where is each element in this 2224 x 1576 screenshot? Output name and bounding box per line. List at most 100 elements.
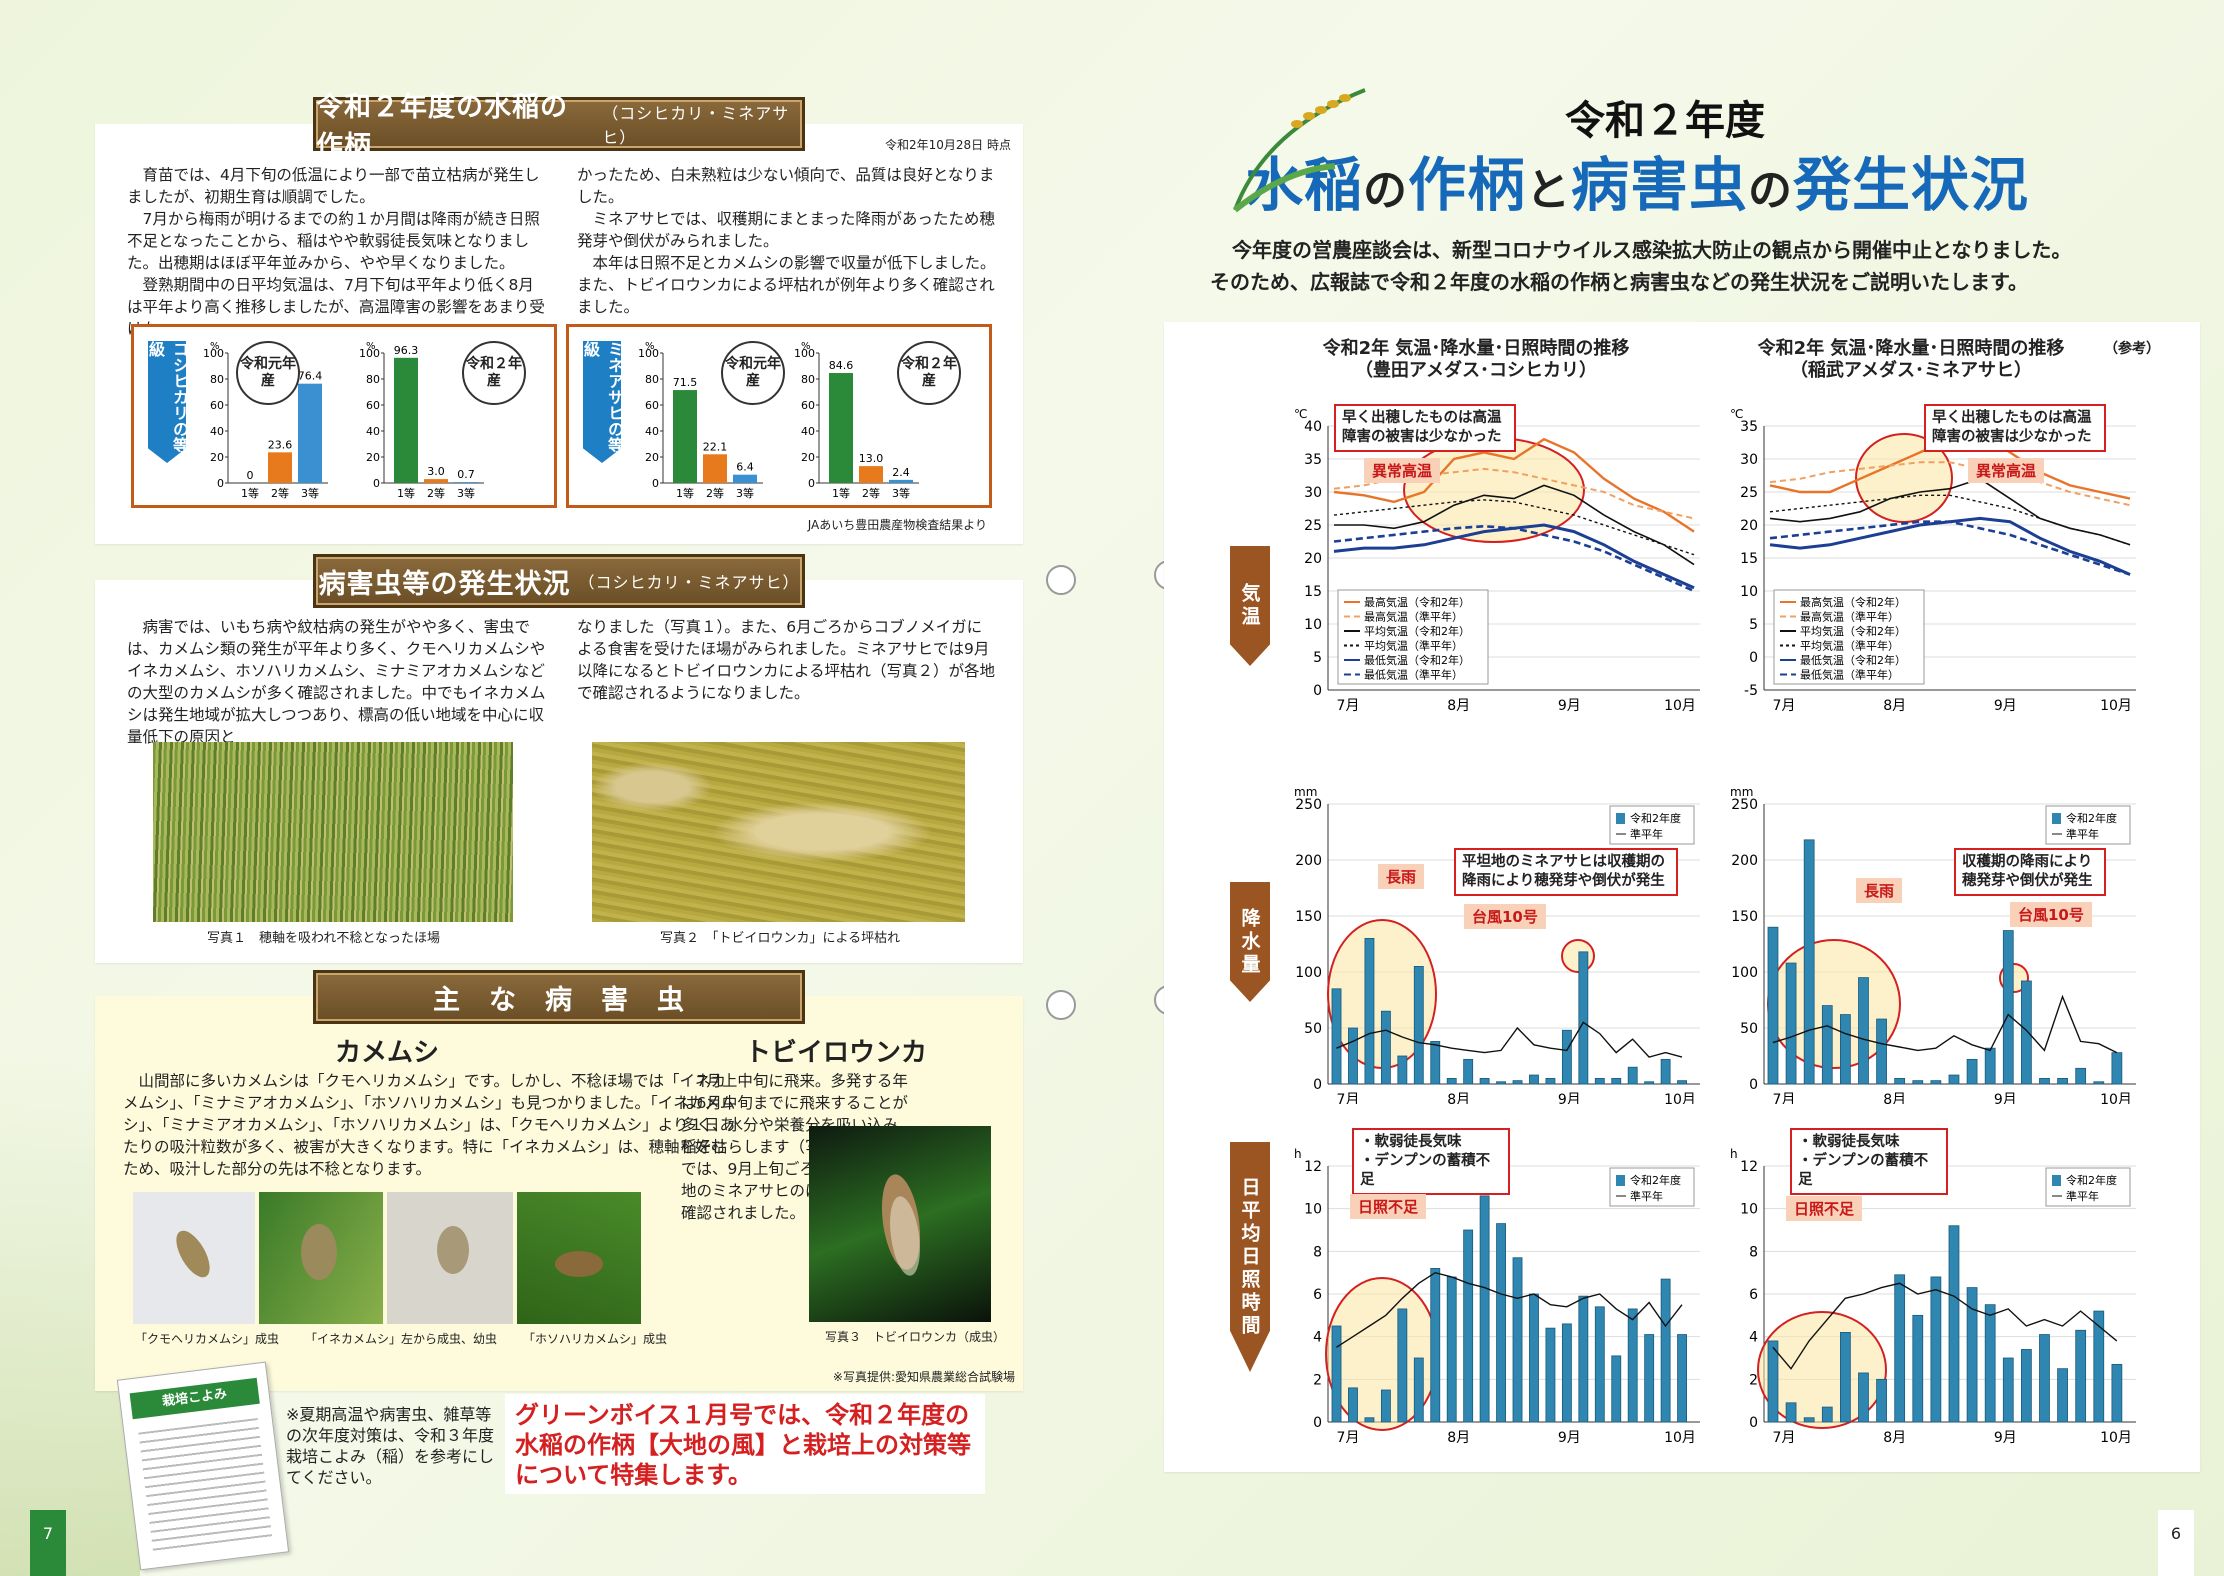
data-bar <box>1858 1372 1869 1423</box>
y-tick-label: 2 <box>1749 1372 1758 1388</box>
x-tick-label: 7月 <box>1773 1092 1796 1104</box>
y-unit-label: mm <box>1730 785 1753 799</box>
data-bar <box>2020 1349 2032 1423</box>
temp-series-line <box>1769 516 2131 576</box>
line-legend-label: 準平年 <box>1630 1189 1663 1203</box>
temp-legend-label: 最低気温（令和2年） <box>1364 653 1470 667</box>
grade-value-label: 96.3 <box>394 344 419 357</box>
temp-legend-label: 平均気温（準平年） <box>1364 639 1463 653</box>
y-tick-label: 0 <box>1313 683 1322 699</box>
temp-series-line <box>1333 437 1695 533</box>
y-tick-label: 250 <box>1731 797 1758 813</box>
x-tick-label: 7月 <box>1337 1430 1360 1446</box>
y-tick-label: 40 <box>1304 419 1322 435</box>
data-bar <box>2039 1077 2050 1085</box>
data-bar <box>1677 1080 1687 1085</box>
stinkbug-body <box>437 1226 469 1274</box>
data-bar <box>1463 1229 1474 1423</box>
y-tick-label: 8 <box>1313 1244 1322 1260</box>
grade-pct-unit: % <box>645 341 655 352</box>
x-tick-label: 7月 <box>1773 1430 1796 1446</box>
page-number-left: 7 <box>30 1510 66 1576</box>
data-bar <box>2057 1368 2068 1423</box>
data-bar <box>1660 1058 1671 1085</box>
data-bar <box>1364 937 1375 1085</box>
x-tick-label: 9月 <box>1994 1430 2017 1446</box>
tag-long-rain-toyota: 長雨 <box>1378 864 1425 889</box>
data-bar <box>1785 1402 1797 1423</box>
x-tick-label: 8月 <box>1883 1430 1906 1446</box>
grade-value-label: 2.4 <box>892 466 910 479</box>
y-tick-label: 15 <box>1304 584 1322 600</box>
y-tick-label: 30 <box>1304 485 1322 501</box>
data-bar <box>2020 980 2032 1085</box>
data-bar <box>1966 1287 1978 1423</box>
x-tick-label: 8月 <box>1447 698 1470 714</box>
pest-panel: 病害では、いもち病や紋枯病の発生がやや多く、害虫では、カメムシ類の発生が平年より… <box>95 580 1023 963</box>
grade-tick-label: 0 <box>217 477 224 490</box>
data-bar <box>2002 930 2014 1085</box>
stinkbug-body <box>176 1230 210 1278</box>
grade-tick-label: 40 <box>645 425 659 438</box>
y-tick-label: 4 <box>1313 1330 1322 1346</box>
booklet-lines <box>138 1417 273 1552</box>
y-tick-label: 10 <box>1740 1202 1758 1218</box>
note-heat-toyota: 早く出穂したものは高温障害の被害は少なかった <box>1334 404 1516 452</box>
pest-col2: なりました（写真１）。また、6月ごろからコブノメイガによる食害を受けたほ場がみら… <box>577 618 996 702</box>
grade-value-label: 0.7 <box>457 468 475 481</box>
y-unit-label: ℃ <box>1730 407 1743 421</box>
x-tick-label: 10月 <box>1664 1430 1696 1446</box>
x-tick-label: 7月 <box>1337 1092 1360 1104</box>
planthopper-wing <box>890 1196 920 1276</box>
temp-series-line <box>1769 477 2131 546</box>
data-bar <box>1529 1074 1539 1085</box>
grade-tick-label: 100 <box>203 347 224 360</box>
data-bar <box>1677 1334 1687 1423</box>
temp-legend-label: 最高気温（令和2年） <box>1364 595 1470 609</box>
y-tick-label: 6 <box>1313 1287 1322 1303</box>
data-bar <box>1331 988 1342 1085</box>
grade-tick-label: 0 <box>373 477 380 490</box>
data-bar <box>1578 1295 1589 1423</box>
grade-tick-label: 40 <box>210 425 224 438</box>
note-rain-inabu: 収穫期の降雨により穂発芽や倒伏が発生 <box>1954 848 2106 896</box>
grade-tick-label: 80 <box>645 373 659 386</box>
y-tick-label: 150 <box>1295 909 1322 925</box>
bar-legend-label: 令和2年度 <box>2066 1173 2117 1187</box>
y-unit-label: mm <box>1294 785 1317 799</box>
data-bar <box>2111 1363 2123 1423</box>
next-year-note: ※夏期高温や病害虫、雑草等の次年度対策は、令和３年度 栽培こよみ（稲）を参考にし… <box>286 1405 495 1487</box>
koshihikari-grade-chart: %10080604020001等23.62等76.43等%10080604020… <box>203 341 484 500</box>
data-bar <box>1446 1077 1457 1085</box>
y-tick-label: 0 <box>1313 1415 1322 1431</box>
data-bar <box>1627 1066 1638 1085</box>
grade-tick-label: 60 <box>210 399 224 412</box>
data-bar <box>1413 1357 1424 1423</box>
y-tick-label: 100 <box>1731 965 1758 981</box>
grade-tick-label: 60 <box>366 399 380 412</box>
grade-tick-label: 40 <box>366 425 380 438</box>
data-bar <box>1839 1014 1851 1085</box>
stinkbug-heading: カメムシ <box>335 1038 440 1068</box>
line-legend-label: 準平年 <box>2066 1189 2099 1203</box>
data-bar <box>1397 1308 1408 1423</box>
data-bar <box>1930 1276 1942 1423</box>
pest-section-ribbon: 病害虫等の発生状況 （コシヒカリ・ミネアサヒ） <box>313 554 805 608</box>
note-rain-toyota: 平坦地のミネアサヒは収穫期の降雨により穂発芽や倒伏が発生 <box>1454 848 1678 896</box>
data-bar <box>1767 926 1779 1085</box>
data-bar <box>2093 1081 2105 1085</box>
bar-legend-label: 令和2年度 <box>1630 811 1681 825</box>
cultivation-calendar-booklet[interactable]: 栽培こよみ <box>116 1361 290 1571</box>
y-tick-label: 0 <box>1313 1077 1322 1093</box>
temp-legend-label: 平均気温（準平年） <box>1800 639 1899 653</box>
data-bar <box>1397 1055 1408 1085</box>
data-bar <box>1413 965 1424 1085</box>
y-unit-label: h <box>1730 1147 1738 1161</box>
grade-bar <box>889 479 913 483</box>
bar-legend-swatch <box>2052 813 2061 824</box>
grade-category-label: 3等 <box>736 486 754 500</box>
grade-category-label: 3等 <box>457 486 475 500</box>
grade-tick-label: 20 <box>801 451 815 464</box>
grade-category-label: 2等 <box>862 486 880 500</box>
data-bar <box>1876 1018 1887 1085</box>
